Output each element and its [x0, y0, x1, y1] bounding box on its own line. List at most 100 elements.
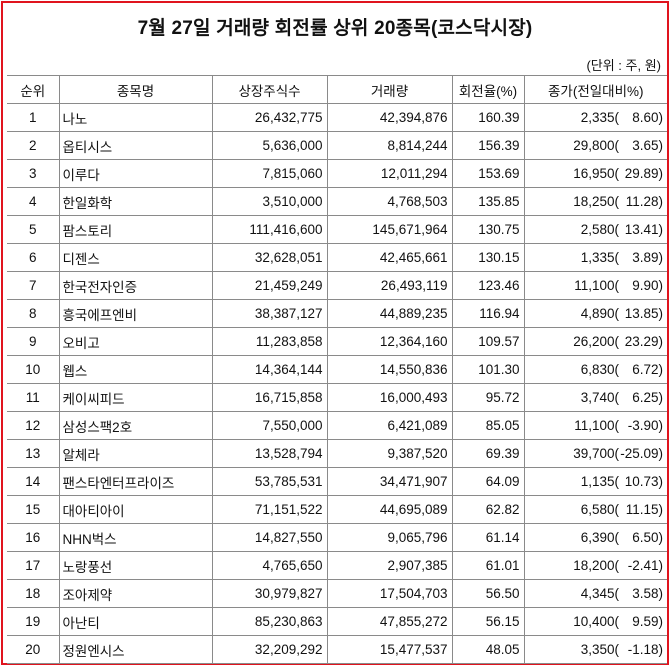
close-cell: 39,700(-25.09): [523, 439, 667, 468]
volume-cell: 4,768,503: [326, 187, 453, 216]
change-percent: 6.50): [632, 530, 663, 545]
rank-cell: 4: [7, 187, 60, 216]
header-turnover: 회전율(%): [451, 75, 525, 104]
name-cell: 삼성스팩2호: [58, 411, 213, 440]
shares-cell: 11,283,858: [211, 327, 328, 356]
rank-cell: 14: [7, 467, 60, 496]
turnover-cell: 160.39: [451, 103, 525, 132]
close-cell: 11,100(9.90): [523, 271, 667, 300]
change-percent: 29.89): [624, 166, 663, 181]
table-row: 10 웹스 14,364,144 14,550,836 101.30 6,830(6.72…: [7, 355, 667, 384]
table-row: 16 NHN벅스 14,827,550 9,065,796 61.14 6,390(6.5…: [7, 523, 667, 552]
close-price: 6,390(: [580, 530, 619, 545]
close-price: 3,350(: [580, 642, 619, 657]
rank-cell: 18: [7, 579, 60, 608]
header-row: 순위 종목명 상장주식수 거래량 회전율(%) 종가(전일대비%): [7, 75, 667, 104]
volume-cell: 34,471,907: [326, 467, 453, 496]
shares-cell: 85,230,863: [211, 607, 328, 636]
name-cell: 한일화학: [58, 187, 213, 216]
volume-cell: 145,671,964: [326, 215, 453, 244]
table-row: 13 알체라 13,528,794 9,387,520 69.39 39,700(-25.…: [7, 439, 667, 468]
rank-cell: 5: [7, 215, 60, 244]
close-price: 4,345(: [580, 586, 619, 601]
change-percent: 3.65): [632, 138, 663, 153]
close-price: 10,400(: [573, 614, 619, 629]
change-percent: 3.89): [632, 250, 663, 265]
rank-cell: 1: [7, 103, 60, 132]
rank-cell: 13: [7, 439, 60, 468]
header-rank: 순위: [7, 75, 60, 104]
close-cell: 18,200(-2.41): [523, 551, 667, 580]
close-price: 2,580(: [580, 222, 619, 237]
turnover-cell: 101.30: [451, 355, 525, 384]
shares-cell: 3,510,000: [211, 187, 328, 216]
close-price: 11,100(: [574, 418, 619, 433]
table-row: 3 이루다 7,815,060 12,011,294 153.69 16,950(29.8…: [7, 159, 667, 188]
turnover-cell: 135.85: [451, 187, 525, 216]
change-percent: 8.60): [632, 110, 663, 125]
close-cell: 29,800( 3.65): [523, 131, 667, 160]
change-percent: 11.28): [625, 194, 663, 209]
table-row: 19 아난티 85,230,863 47,855,272 56.15 10,400(9.5…: [7, 607, 667, 636]
turnover-cell: 85.05: [451, 411, 525, 440]
table-row: 8 흥국에프엔비 38,387,127 44,889,235 116.94 4,890(1…: [7, 299, 667, 328]
rank-cell: 8: [7, 299, 60, 328]
close-price: 26,200(: [573, 334, 619, 349]
close-price: 1,135(: [580, 474, 619, 489]
turnover-cell: 64.09: [451, 467, 525, 496]
close-price: 11,100(: [574, 278, 619, 293]
change-percent: 11.15): [625, 502, 663, 517]
name-cell: 옵티시스: [58, 131, 213, 160]
shares-cell: 4,765,650: [211, 551, 328, 580]
close-cell: 4,345(3.58): [523, 579, 667, 608]
close-cell: 10,400(9.59): [523, 607, 667, 636]
name-cell: 대아티아이: [58, 495, 213, 524]
name-cell: NHN벅스: [58, 523, 213, 552]
volume-cell: 42,465,661: [326, 243, 453, 272]
volume-cell: 26,493,119: [326, 271, 453, 300]
close-cell: 6,830(6.72): [523, 355, 667, 384]
rank-cell: 15: [7, 495, 60, 524]
close-price: 39,700(: [573, 446, 619, 461]
turnover-cell: 123.46: [451, 271, 525, 300]
table-row: 11 케이씨피드 16,715,858 16,000,493 95.72 3,740(6.…: [7, 383, 667, 412]
turnover-cell: 130.15: [451, 243, 525, 272]
shares-cell: 7,550,000: [211, 411, 328, 440]
shares-cell: 32,628,051: [211, 243, 328, 272]
change-percent: 13.85): [624, 306, 663, 321]
rank-cell: 7: [7, 271, 60, 300]
header-close: 종가(전일대비%): [523, 75, 667, 104]
table-row: 17 노랑풍선 4,765,650 2,907,385 61.01 18,200(-2.4…: [7, 551, 667, 580]
close-price: 18,250(: [573, 194, 619, 209]
volume-cell: 47,855,272: [326, 607, 453, 636]
close-price: 2,335(: [580, 110, 619, 125]
close-cell: 3,740(6.25): [523, 383, 667, 412]
name-cell: 정원엔시스: [58, 635, 213, 664]
rank-cell: 9: [7, 327, 60, 356]
shares-cell: 21,459,249: [211, 271, 328, 300]
close-cell: 2,335( 8.60): [523, 103, 667, 132]
close-price: 4,890(: [580, 306, 619, 321]
volume-cell: 12,011,294: [326, 159, 453, 188]
header-volume: 거래량: [326, 75, 453, 104]
close-price: 29,800(: [573, 138, 619, 153]
rank-cell: 17: [7, 551, 60, 580]
name-cell: 팬스타엔터프라이즈: [58, 467, 213, 496]
table-row: 12 삼성스팩2호 7,550,000 6,421,089 85.05 11,100(-3…: [7, 411, 667, 440]
name-cell: 조아제약: [58, 579, 213, 608]
name-cell: 오비고: [58, 327, 213, 356]
name-cell: 케이씨피드: [58, 383, 213, 412]
change-percent: 10.73): [624, 474, 663, 489]
change-percent: 13.41): [624, 222, 663, 237]
name-cell: 팜스토리: [58, 215, 213, 244]
table-row: 18 조아제약 30,979,827 17,504,703 56.50 4,345(3.5…: [7, 579, 667, 608]
turnover-cell: 95.72: [451, 383, 525, 412]
shares-cell: 16,715,858: [211, 383, 328, 412]
volume-cell: 6,421,089: [326, 411, 453, 440]
shares-cell: 26,432,775: [211, 103, 328, 132]
turnover-cell: 56.50: [451, 579, 525, 608]
table-row: 1 나노 26,432,775 42,394,876 160.39 2,335(8.60): [7, 103, 667, 132]
header-name: 종목명: [58, 75, 213, 104]
turnover-cell: 61.01: [451, 551, 525, 580]
rank-cell: 2: [7, 131, 60, 160]
